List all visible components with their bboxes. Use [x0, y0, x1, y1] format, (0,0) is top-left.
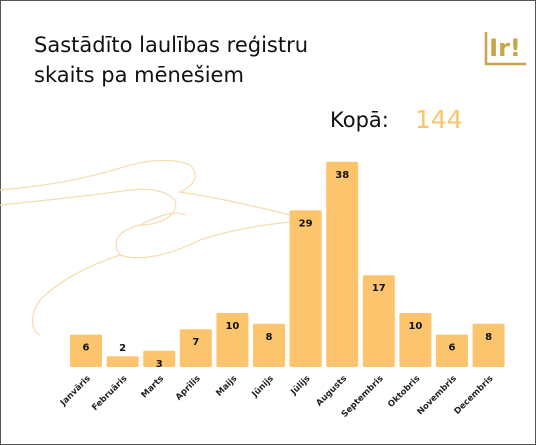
value-label: 2 [119, 343, 126, 354]
bar [399, 313, 432, 367]
value-label: 17 [372, 283, 386, 294]
title-line: skaits pa mēnešiem [34, 63, 244, 87]
bar [143, 350, 176, 367]
value-label: 8 [266, 332, 273, 343]
bar [216, 313, 249, 367]
bar [70, 334, 102, 367]
total-label: Kopā: [330, 108, 389, 132]
value-label: 3 [156, 359, 163, 370]
total-value: 144 [415, 105, 463, 134]
logo-text: Ir! [489, 34, 521, 62]
value-label: 7 [192, 337, 199, 348]
bar [289, 210, 322, 367]
bar [472, 323, 505, 367]
bar [106, 356, 139, 367]
value-label: 10 [225, 321, 239, 332]
hand-drawing [0, 159, 291, 336]
value-label: 6 [449, 343, 456, 354]
title-line: Sastādīto laulības reģistru [34, 33, 308, 57]
bar [436, 334, 468, 367]
bar [253, 323, 285, 367]
logo: Ir! [484, 32, 526, 66]
value-label: 38 [335, 170, 349, 181]
value-label: 10 [408, 321, 422, 332]
value-label: 8 [485, 332, 492, 343]
value-label: 6 [83, 343, 90, 354]
bar [326, 161, 359, 367]
bar [362, 275, 395, 367]
bar [179, 329, 212, 367]
value-label: 29 [299, 218, 313, 229]
